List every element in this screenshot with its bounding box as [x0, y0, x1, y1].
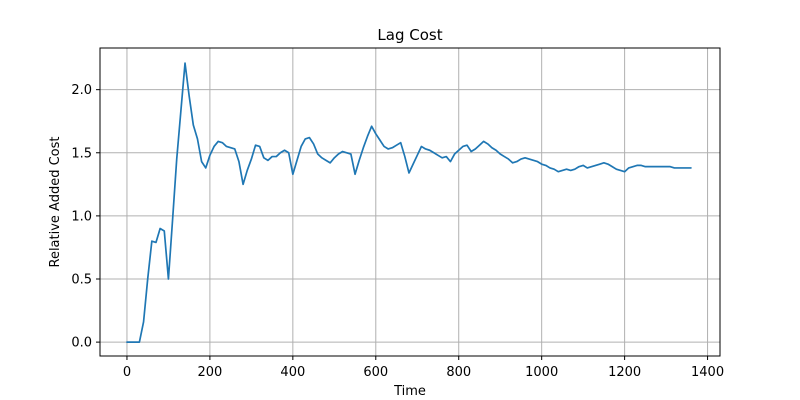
y-tick-label: 0.0: [71, 336, 92, 351]
series-layer: [126, 62, 692, 343]
chart-title: Lag Cost: [377, 26, 442, 44]
y-tick-label: 1.5: [71, 146, 92, 161]
x-tick-label: 400: [280, 365, 305, 380]
tick-layer: 0 200 400 600 800 1000 1200 1400 0.0 0.5 1.0 1.5 2.0: [71, 83, 724, 380]
series-line-0: [126, 62, 692, 343]
x-axis-label: Time: [393, 384, 426, 399]
x-tick-label: 1200: [608, 365, 641, 380]
x-tick-label: 600: [363, 365, 388, 380]
x-tick-label: 200: [197, 365, 222, 380]
y-axis-label: Relative Added Cost: [48, 136, 63, 267]
grid-layer: [100, 48, 720, 356]
y-tick-label: 0.5: [71, 273, 92, 288]
x-tick-label: 800: [446, 365, 471, 380]
y-tick-label: 1.0: [71, 209, 92, 224]
plot-frame: [99, 47, 721, 357]
x-tick-label: 1000: [525, 365, 558, 380]
y-tick-label: 2.0: [71, 83, 92, 98]
x-tick-label: 0: [123, 365, 131, 380]
x-tick-label: 1400: [691, 365, 724, 380]
